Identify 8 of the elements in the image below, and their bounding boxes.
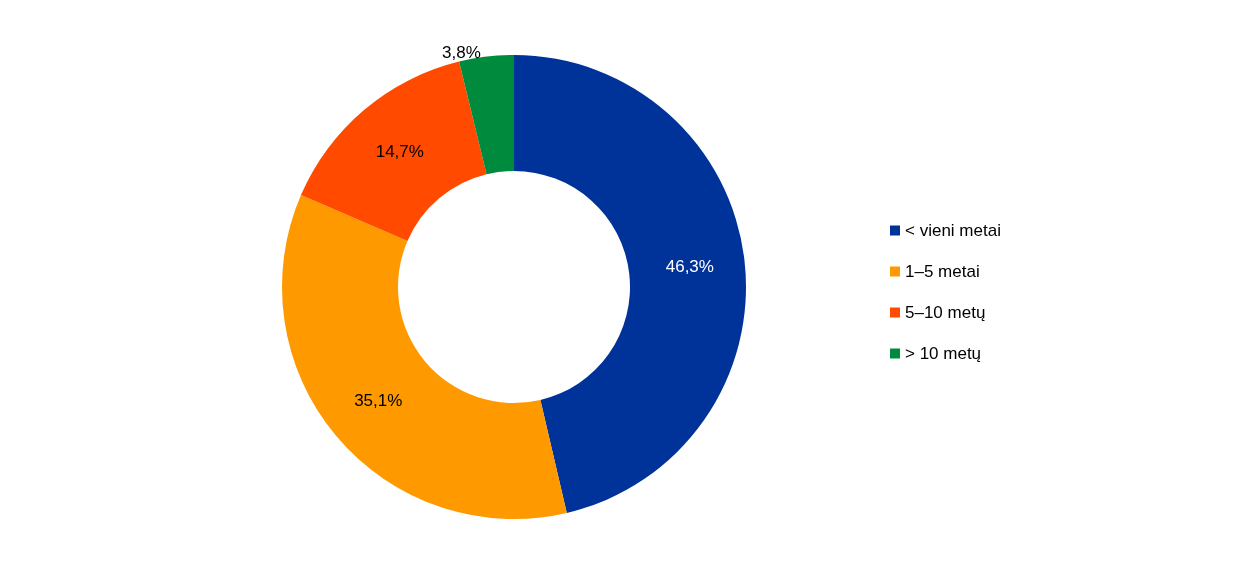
legend-label: > 10 metų [905,344,982,363]
data-label: 46,3% [665,257,714,277]
legend-label: 1–5 metai [905,262,980,281]
data-label: 3,8% [442,43,481,63]
legend-label: 5–10 metų [905,303,986,322]
data-label: 35,1% [354,391,403,411]
legend-label: < vieni metai [905,221,1001,240]
data-label: 14,7% [375,142,424,162]
